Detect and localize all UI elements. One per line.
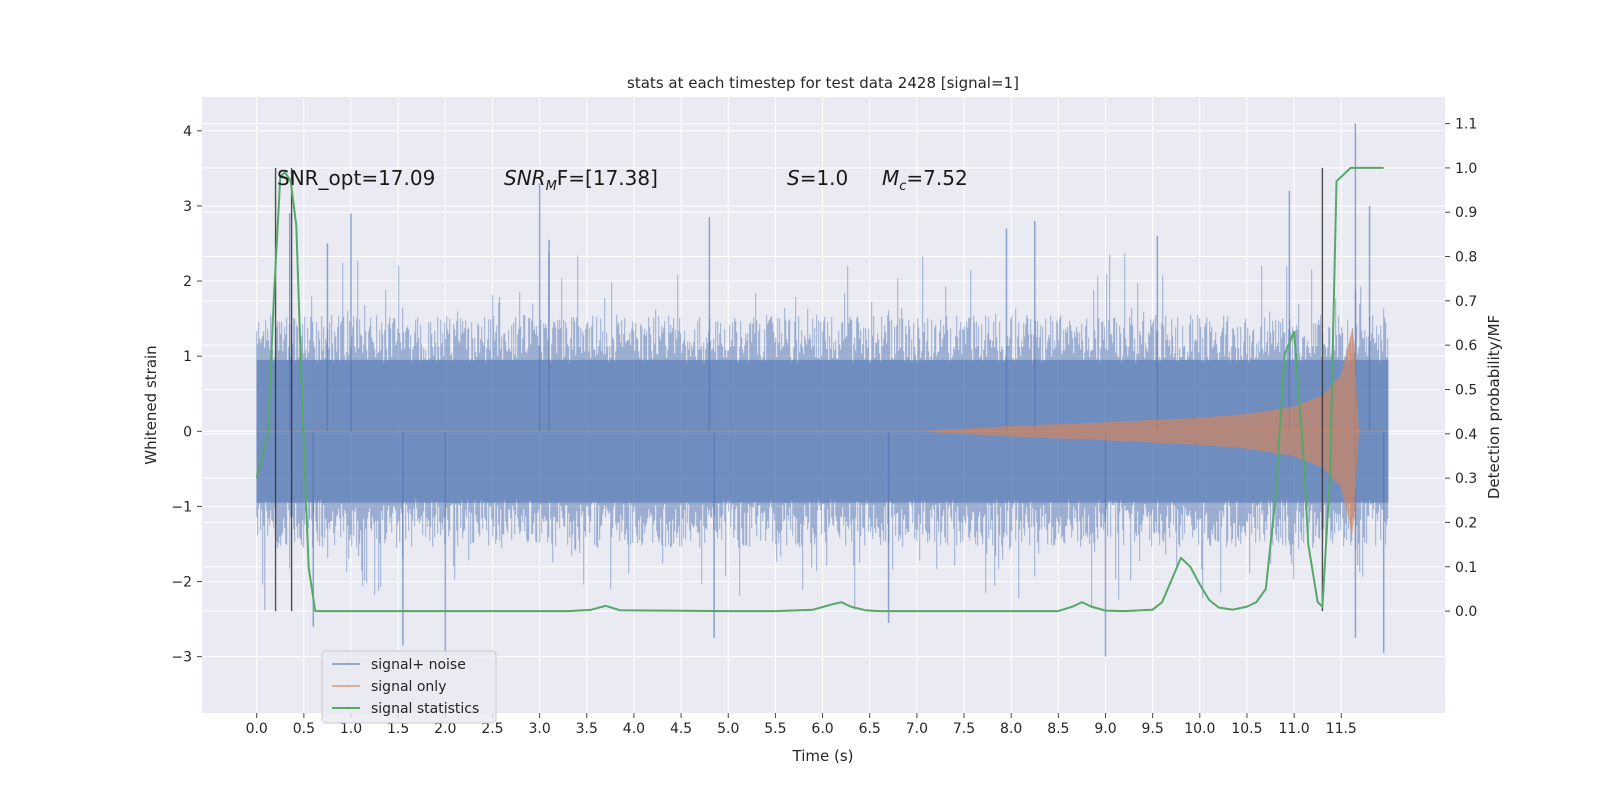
y-tick-label: −1	[171, 499, 192, 515]
x-tick-label: 1.0	[340, 721, 362, 737]
y2-tick-label: 0.9	[1455, 205, 1477, 221]
vertical-markers	[274, 167, 1324, 612]
y2-tick-label: 0.2	[1455, 515, 1477, 531]
y2-tick-label: 0.0	[1455, 604, 1477, 620]
legend-label-signal-statistics: signal statistics	[371, 701, 479, 717]
signal-only-series	[256, 328, 1389, 535]
x-tick-label: 3.0	[528, 721, 550, 737]
y2-axis-ticks: 0.0 0.1 0.2 0.3 0.4 0.5 0.6 0.7 0.8 0.9 1.0 1.1	[1445, 117, 1477, 620]
annotation-snr-opt: SNR_opt=17.09	[277, 166, 435, 190]
y2-tick-label: 0.1	[1455, 560, 1477, 576]
legend-label-signal-only: signal only	[371, 679, 446, 695]
x-tick-label: 6.5	[859, 721, 881, 737]
annotation-snr-mf: SNRMF=[17.38]	[504, 166, 658, 194]
snr-mf-main: SNR	[504, 166, 546, 190]
s-variable: S	[787, 166, 800, 190]
x-tick-label: 11.0	[1279, 721, 1310, 737]
legend-label-signal-noise: signal+ noise	[371, 657, 466, 673]
s-value: =1.0	[800, 166, 849, 190]
x-tick-label: 9.0	[1094, 721, 1116, 737]
y-tick-label: −2	[171, 575, 192, 591]
y-axis-ticks: −3 −2 −1 0 1 2 3 4	[171, 124, 202, 666]
x-tick-label: 7.5	[953, 721, 975, 737]
x-tick-label: 4.0	[623, 721, 645, 737]
y-axis-label: Whitened strain	[142, 345, 160, 464]
mc-subscript: c	[899, 179, 906, 194]
x-tick-label: 0.0	[246, 721, 268, 737]
signal-statistics-line	[255, 166, 1384, 613]
x-tick-label: 6.0	[811, 721, 833, 737]
x-tick-label: 10.5	[1231, 721, 1262, 737]
legend: signal+ noise signal only signal statist…	[321, 650, 497, 724]
x-tick-label: 7.0	[906, 721, 928, 737]
x-tick-label: 0.5	[293, 721, 315, 737]
annotation-s: S=1.0	[787, 166, 848, 190]
y2-axis-label: Detection probability/MF	[1485, 315, 1503, 499]
x-tick-label: 2.0	[434, 721, 456, 737]
y-tick-label: 0	[183, 424, 192, 440]
legend-box	[321, 650, 497, 724]
y-tick-label: 4	[183, 124, 192, 140]
x-tick-label: 9.5	[1142, 721, 1164, 737]
x-tick-label: 1.5	[387, 721, 409, 737]
y2-tick-label: 0.3	[1455, 471, 1477, 487]
x-tick-label: 5.0	[717, 721, 739, 737]
x-axis-label: Time (s)	[792, 747, 854, 765]
y2-tick-label: 0.8	[1455, 250, 1477, 266]
y2-tick-label: 0.7	[1455, 294, 1477, 310]
x-axis-ticks: 0.0 0.5 1.0 1.5 2.0 2.5 3.0 3.5 4.0 4.5 5.0 5.5 6.0 6…	[246, 713, 1357, 737]
signal-statistics-series	[255, 166, 1384, 613]
snr-mf-rest: F=[17.38]	[557, 166, 658, 190]
y2-tick-label: 0.6	[1455, 338, 1477, 354]
y2-tick-label: 1.0	[1455, 161, 1477, 177]
y-tick-label: 2	[183, 274, 192, 290]
y-tick-label: −3	[171, 650, 192, 666]
x-tick-label: 8.0	[1000, 721, 1022, 737]
chart-title: stats at each timestep for test data 242…	[627, 74, 1019, 92]
x-tick-label: 4.5	[670, 721, 692, 737]
x-tick-label: 8.5	[1047, 721, 1069, 737]
y2-tick-label: 1.1	[1455, 117, 1477, 133]
y-tick-label: 3	[183, 199, 192, 215]
x-tick-label: 2.5	[481, 721, 503, 737]
y2-tick-label: 0.4	[1455, 427, 1477, 443]
snr-mf-sub: M	[546, 179, 557, 194]
y2-tick-label: 0.5	[1455, 382, 1477, 398]
annotation-mc: Mc=7.52	[882, 166, 968, 194]
mc-variable: M	[882, 166, 899, 190]
x-tick-label: 10.0	[1184, 721, 1215, 737]
x-tick-label: 3.5	[576, 721, 598, 737]
x-tick-label: 5.5	[764, 721, 786, 737]
y-tick-label: 1	[183, 349, 192, 365]
mc-value: =7.52	[906, 166, 967, 190]
x-tick-label: 11.5	[1326, 721, 1357, 737]
